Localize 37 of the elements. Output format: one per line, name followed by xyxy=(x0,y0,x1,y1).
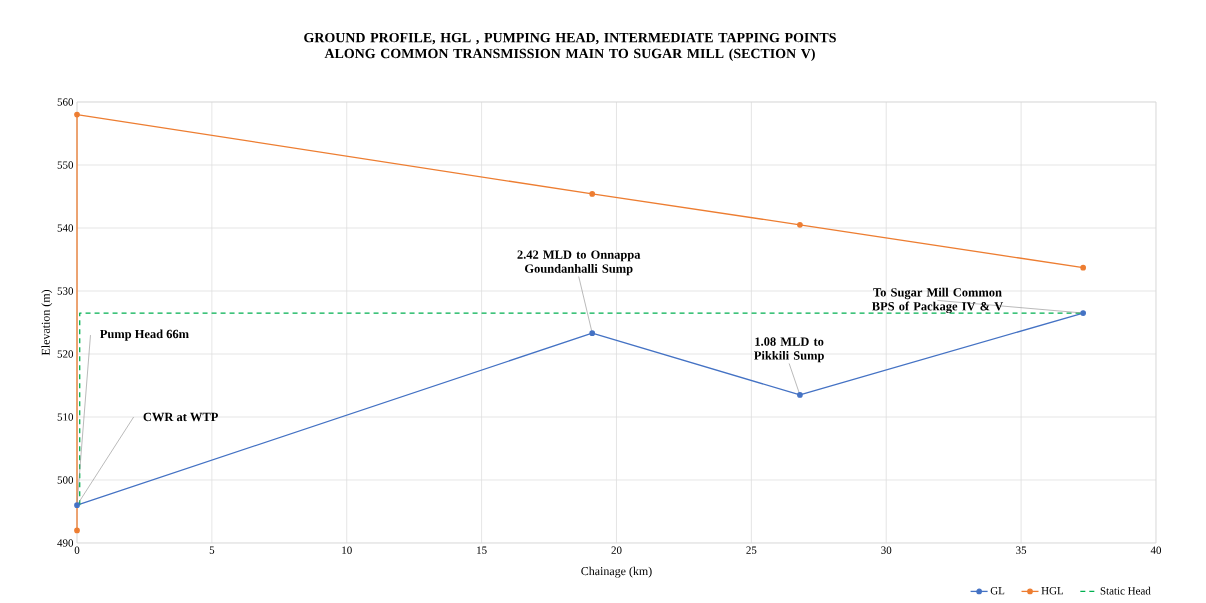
point xyxy=(1080,264,1086,271)
x-tick-label: 20 xyxy=(611,546,622,554)
annotation: 1.08 MLD to Pikkili Sump xyxy=(754,337,824,363)
y-tick-label: 540 xyxy=(57,224,74,232)
point xyxy=(74,527,80,534)
y-tick-label: 510 xyxy=(57,413,74,421)
point xyxy=(589,330,596,337)
point xyxy=(1080,310,1086,316)
x-axis-title: Chainage (km) xyxy=(581,566,652,578)
y-tick-label: 490 xyxy=(57,539,74,547)
x-tick-label: 10 xyxy=(342,546,352,554)
x-tick-label: 25 xyxy=(746,546,757,554)
y-axis-title: Elevation (m) xyxy=(41,289,53,356)
x-tick-label: 40 xyxy=(1150,546,1162,554)
annotation: Pump Head 66m xyxy=(100,329,189,341)
legend-label: HGL xyxy=(1041,587,1064,595)
x-tick-label: 35 xyxy=(1016,546,1027,554)
x-tick-label: 15 xyxy=(477,546,487,554)
y-tick-label: 550 xyxy=(57,161,74,169)
chart-title: GROUND PROFILE, HGL , PUMPING HEAD, INTERMEDIATE TAPPING POINTS ALONG COMMON TRANSMISSION MAIN TO SUGAR MILL (SECTION V) xyxy=(304,32,836,62)
legend-label: Static Head xyxy=(1100,586,1151,595)
x-tick-label: 0 xyxy=(74,546,80,554)
annotation: 2.42 MLD to Onnappa Goundanhalli Sump xyxy=(517,250,641,276)
point xyxy=(589,191,596,197)
point xyxy=(797,221,803,228)
y-tick-label: 520 xyxy=(57,350,74,358)
y-tick-label: 560 xyxy=(57,98,74,106)
annotation: To Sugar Mill Common BPS of Package IV & V xyxy=(871,287,1004,314)
point xyxy=(74,111,80,118)
y-tick-label: 500 xyxy=(57,476,74,484)
y-tick-label: 530 xyxy=(57,287,74,295)
point xyxy=(74,502,80,509)
point xyxy=(797,392,803,398)
legend-label: GL xyxy=(990,587,1005,595)
annotation: CWR at WTP xyxy=(143,412,218,422)
x-tick-label: 30 xyxy=(881,546,892,554)
x-tick-label: 5 xyxy=(209,546,215,554)
